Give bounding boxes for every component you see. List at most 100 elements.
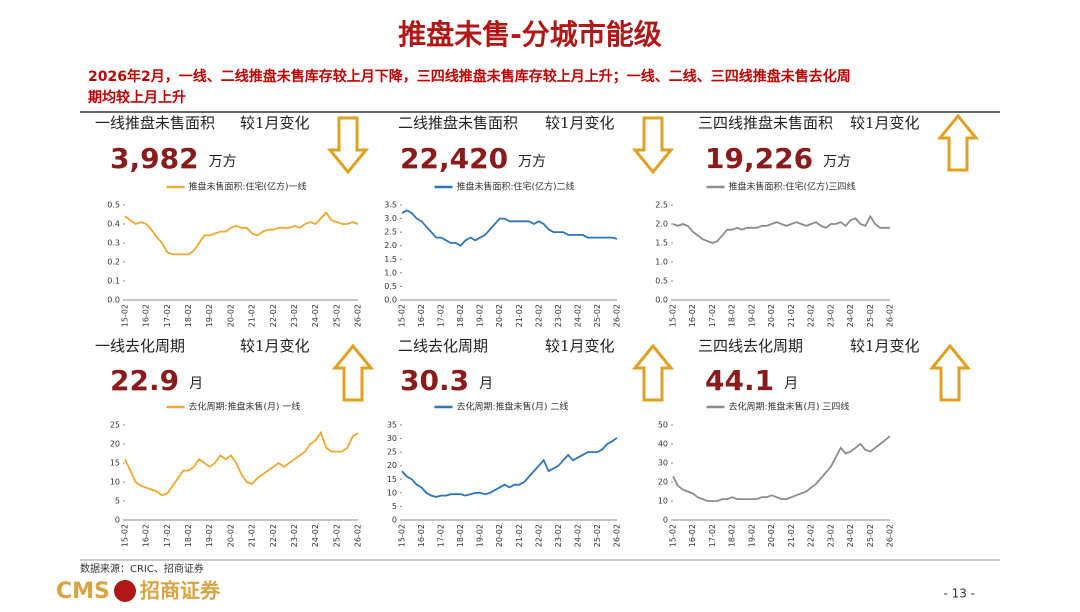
panel-value: 22.9 [110, 364, 179, 397]
x-tick-label: 16-02 [417, 524, 426, 547]
x-tick-label: 20-02 [767, 524, 776, 547]
legend-label: 推盘未售面积:住宅(亿方)一线 [189, 181, 307, 193]
panel-unit: 月 [189, 376, 203, 392]
x-tick-label: 18-02 [184, 524, 193, 547]
x-tick-label: 20-02 [495, 304, 504, 327]
x-tick-label: 18-02 [456, 304, 465, 327]
y-tick-label: 5 [392, 502, 397, 511]
x-tick-label: 15-02 [398, 524, 407, 547]
x-tick-label: 20-02 [226, 304, 235, 327]
y-tick-label: 0 [663, 516, 668, 525]
panel-value: 44.1 [705, 364, 774, 397]
logo-mark [114, 580, 136, 602]
x-tick-label: 15-02 [669, 304, 678, 327]
x-tick-label: 26-02 [613, 524, 622, 547]
x-tick-label: 24-02 [311, 304, 320, 327]
y-tick-label: 30 [387, 434, 397, 443]
x-tick-label: 23-02 [826, 524, 835, 547]
x-tick-label: 18-02 [728, 524, 737, 547]
series-line [124, 211, 359, 256]
x-tick-label: 22-02 [269, 524, 278, 547]
x-tick-label: 16-02 [417, 304, 426, 327]
source: 数据来源：CRIC、招商证券 [80, 562, 204, 575]
y-tick-label: 5 [115, 497, 120, 506]
y-tick-label: 0.5 [107, 201, 120, 210]
legend-label: 推盘未售面积:住宅(亿方)二线 [457, 181, 575, 193]
x-tick-label: 23-02 [290, 524, 299, 547]
x-tick-label: 21-02 [515, 524, 524, 547]
x-tick-label: 25-02 [332, 524, 341, 547]
series-line [401, 437, 618, 498]
x-tick-label: 19-02 [476, 304, 485, 327]
x-tick-label: 24-02 [311, 524, 320, 547]
y-tick-label: 10 [387, 488, 397, 497]
arrow-up [928, 343, 972, 402]
y-tick-label: 0 [115, 516, 120, 525]
x-tick-label: 16-02 [688, 304, 697, 327]
y-tick-label: 35 [387, 421, 397, 430]
x-tick-label: 20-02 [495, 524, 504, 547]
x-tick-label: 19-02 [205, 304, 214, 327]
arrow-down [631, 116, 675, 175]
x-tick-label: 25-02 [593, 524, 602, 547]
x-tick-label: 25-02 [866, 524, 875, 547]
x-tick-label: 18-02 [728, 304, 737, 327]
y-tick-label: 20 [110, 440, 120, 449]
x-tick-label: 18-02 [184, 304, 193, 327]
x-tick-label: 15-02 [121, 524, 130, 547]
arrow-down [326, 116, 370, 175]
x-tick-label: 23-02 [554, 524, 563, 547]
x-tick-label: 22-02 [807, 304, 816, 327]
y-tick-label: 0.4 [107, 220, 120, 229]
slide-title: 推盘未售-分城市能级 [398, 18, 662, 51]
x-tick-label: 21-02 [515, 304, 524, 327]
x-tick-label: 22-02 [807, 524, 816, 547]
panel-value: 19,226 [705, 142, 813, 175]
y-tick-label: 10 [658, 497, 668, 506]
panel-value: 3,982 [110, 142, 199, 175]
series-line [124, 430, 359, 497]
x-tick-label: 21-02 [787, 304, 796, 327]
x-tick-label: 26-02 [354, 524, 363, 547]
legend-label: 去化周期:推盘未售(月) 三四线 [729, 401, 850, 413]
x-tick-label: 24-02 [573, 524, 582, 547]
x-tick-label: 15-02 [398, 304, 407, 327]
y-tick-label: 0.1 [107, 277, 120, 286]
panel-change: 较1月变化 [545, 114, 615, 132]
series-line [672, 214, 890, 244]
x-tick-label: 19-02 [476, 524, 485, 547]
x-tick-label: 19-02 [205, 524, 214, 547]
arrows [326, 113, 980, 402]
y-tick-label: 0.2 [107, 258, 120, 267]
panel-change: 较1月变化 [240, 114, 310, 132]
x-tick-label: 17-02 [163, 304, 172, 327]
y-tick-label: 3.0 [384, 214, 397, 223]
y-tick-label: 0.5 [655, 277, 668, 286]
x-tick-label: 24-02 [846, 304, 855, 327]
legend-label: 推盘未售面积:住宅(亿方)三四线 [729, 181, 856, 193]
y-tick-label: 2.5 [655, 201, 668, 210]
arrow-up [631, 343, 675, 402]
page-number: - 13 - [943, 587, 975, 601]
y-tick-label: 0.5 [384, 282, 397, 291]
y-tick-label: 25 [110, 421, 120, 430]
x-tick-label: 23-02 [826, 304, 835, 327]
arrow-up [331, 343, 375, 402]
x-tick-label: 17-02 [708, 304, 717, 327]
x-tick-label: 17-02 [163, 524, 172, 547]
panel-heading: 三四线去化周期 [698, 337, 803, 355]
x-tick-label: 25-02 [866, 304, 875, 327]
x-tick-label: 19-02 [747, 304, 756, 327]
x-tick-label: 18-02 [456, 524, 465, 547]
x-tick-label: 26-02 [354, 304, 363, 327]
x-tick-label: 23-02 [554, 304, 563, 327]
y-tick-label: 1.5 [655, 239, 668, 248]
legend-label: 去化周期:推盘未售(月) 二线 [457, 401, 569, 413]
y-tick-label: 2.0 [384, 241, 397, 250]
panel-heading: 三四线推盘未售面积 [698, 114, 833, 132]
panel-unit: 月 [479, 376, 493, 392]
panel-unit: 万方 [823, 154, 851, 170]
y-tick-label: 0.3 [107, 239, 120, 248]
panel-change: 较1月变化 [850, 114, 920, 132]
panel-heading: 二线去化周期 [398, 337, 488, 355]
